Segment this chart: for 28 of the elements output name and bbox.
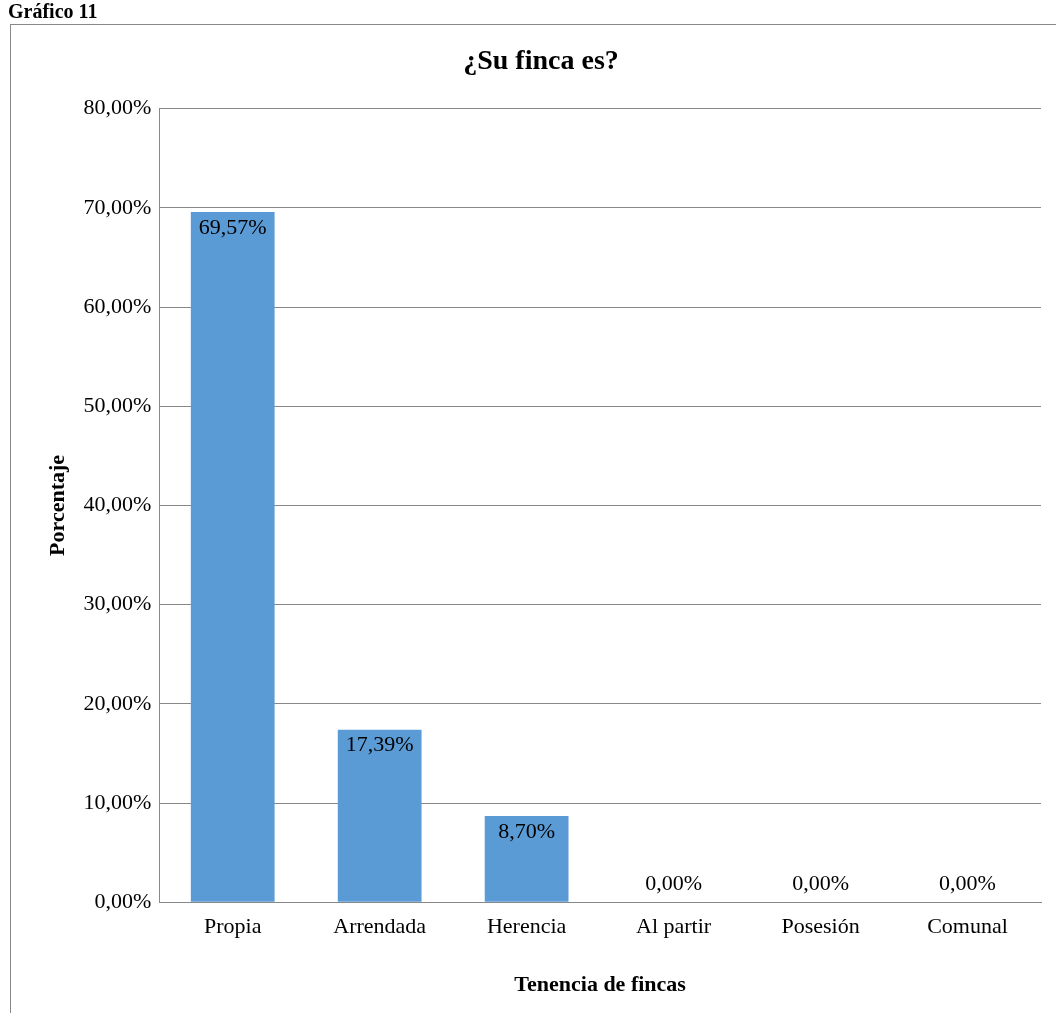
x-tick-label: Comunal <box>927 913 1008 939</box>
y-tick-label: 60,00% <box>83 292 152 318</box>
x-tick-label: Al partir <box>636 913 712 939</box>
data-label: 8,70% <box>498 817 556 843</box>
y-tick-label: 80,00% <box>83 94 152 120</box>
y-tick-label: 0,00% <box>94 887 152 913</box>
y-tick-label: 20,00% <box>83 689 152 715</box>
y-tick-label: 70,00% <box>83 193 152 219</box>
data-label: 0,00% <box>792 869 849 895</box>
data-label: 69,57% <box>198 213 267 239</box>
y-tick-label: 40,00% <box>83 491 152 517</box>
y-tick-label: 50,00% <box>83 391 152 417</box>
y-tick-label: 30,00% <box>83 590 152 616</box>
data-label: 0,00% <box>939 869 996 895</box>
bar <box>337 729 422 902</box>
data-label: 17,39% <box>345 731 414 757</box>
x-tick-label: Arrendada <box>333 913 427 939</box>
text: Gráfico 11 <box>8 0 98 22</box>
x-axis-title: Tenencia de fincas <box>514 971 687 997</box>
x-tick-label: Posesión <box>781 913 860 939</box>
bar <box>484 815 569 902</box>
data-label: 0,00% <box>645 869 703 895</box>
y-tick-label: 10,00% <box>83 788 152 814</box>
chart-title: ¿Su finca es? <box>463 44 619 76</box>
x-tick-label: Propia <box>203 913 262 939</box>
x-tick-label: Herencia <box>486 913 567 939</box>
y-axis-title: Porcentaje <box>43 454 69 556</box>
bar <box>190 212 275 902</box>
